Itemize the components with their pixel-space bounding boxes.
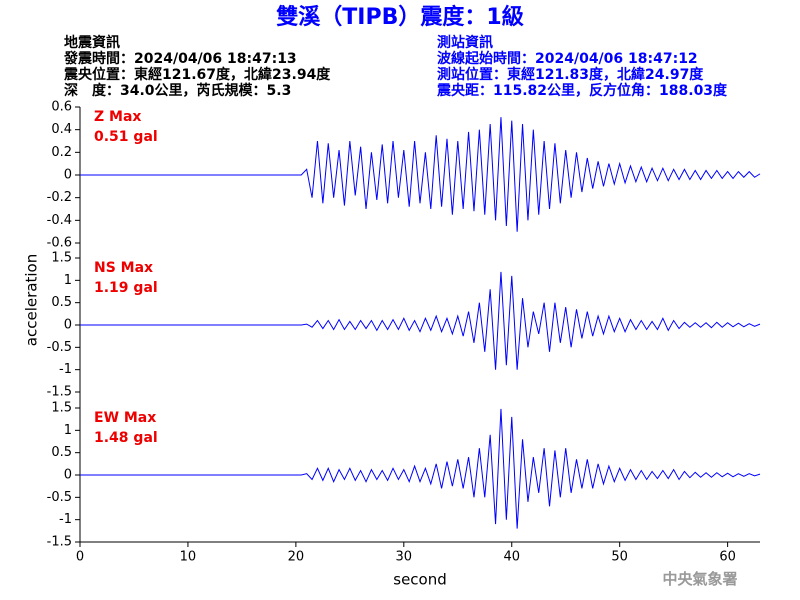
y-tick-label: 0.4 [51, 122, 72, 137]
y-tick-label: 1.5 [51, 401, 72, 416]
y-tick-label: -0.6 [47, 236, 72, 251]
y-tick-label: 0.5 [51, 295, 72, 310]
right-info: 震央距：115.82公里，反方位角：188.03度 [436, 82, 728, 99]
y-tick-label: -0.4 [47, 213, 72, 228]
y-tick-label: -1 [59, 362, 72, 377]
y-tick-label: 0.2 [51, 145, 72, 160]
y-tick-label: -0.2 [47, 190, 72, 205]
x-tick-label: 50 [611, 550, 628, 565]
y-tick-label: -1.5 [47, 535, 72, 550]
left-info: 深 度：34.0公里，芮氏規模：5.3 [64, 82, 291, 99]
x-tick-label: 40 [503, 550, 520, 565]
y-tick-label: 1 [64, 273, 72, 288]
y-tick-label: 0.5 [51, 445, 72, 460]
left-info: 地震資訊 [64, 34, 120, 51]
y-tick-label: 0 [64, 168, 72, 183]
annotation: NS Max [94, 260, 153, 276]
y-tick-label: 1 [64, 423, 72, 438]
y-tick-label: 0 [64, 468, 72, 483]
y-tick-label: 1.5 [51, 251, 72, 266]
x-tick-label: 60 [719, 550, 736, 565]
annotation: Z Max [94, 109, 141, 125]
y-tick-label: -1.5 [47, 385, 72, 400]
annotation: 0.51 gal [94, 129, 158, 145]
x-axis-label: second [393, 571, 447, 589]
y-tick-label: 0 [64, 318, 72, 333]
right-info: 波線起始時間：2024/04/06 18:47:12 [437, 50, 698, 67]
trace [80, 408, 761, 529]
annotation: EW Max [94, 410, 156, 426]
y-axis-label: acceleration [23, 254, 41, 346]
y-tick-label: 0.6 [51, 100, 72, 115]
x-tick-label: 0 [76, 550, 84, 565]
x-tick-label: 20 [288, 550, 305, 565]
x-tick-label: 30 [396, 550, 413, 565]
trace [80, 271, 761, 370]
x-tick-label: 10 [180, 550, 197, 565]
annotation: 1.48 gal [94, 430, 158, 446]
annotation: 1.19 gal [94, 280, 158, 296]
right-info: 測站位置：東經121.83度，北緯24.97度 [437, 66, 704, 83]
left-info: 震央位置：東經121.67度，北緯23.94度 [63, 66, 331, 83]
y-tick-label: -0.5 [47, 340, 72, 355]
y-tick-label: -1 [59, 512, 72, 527]
watermark: 中央氣象署 [662, 570, 737, 588]
trace [80, 117, 761, 232]
left-info: 發震時間：2024/04/06 18:47:13 [63, 50, 297, 67]
y-tick-label: -0.5 [47, 490, 72, 505]
title: 雙溪（TIPB）震度：1級 [276, 4, 523, 30]
right-info: 測站資訊 [437, 34, 493, 51]
